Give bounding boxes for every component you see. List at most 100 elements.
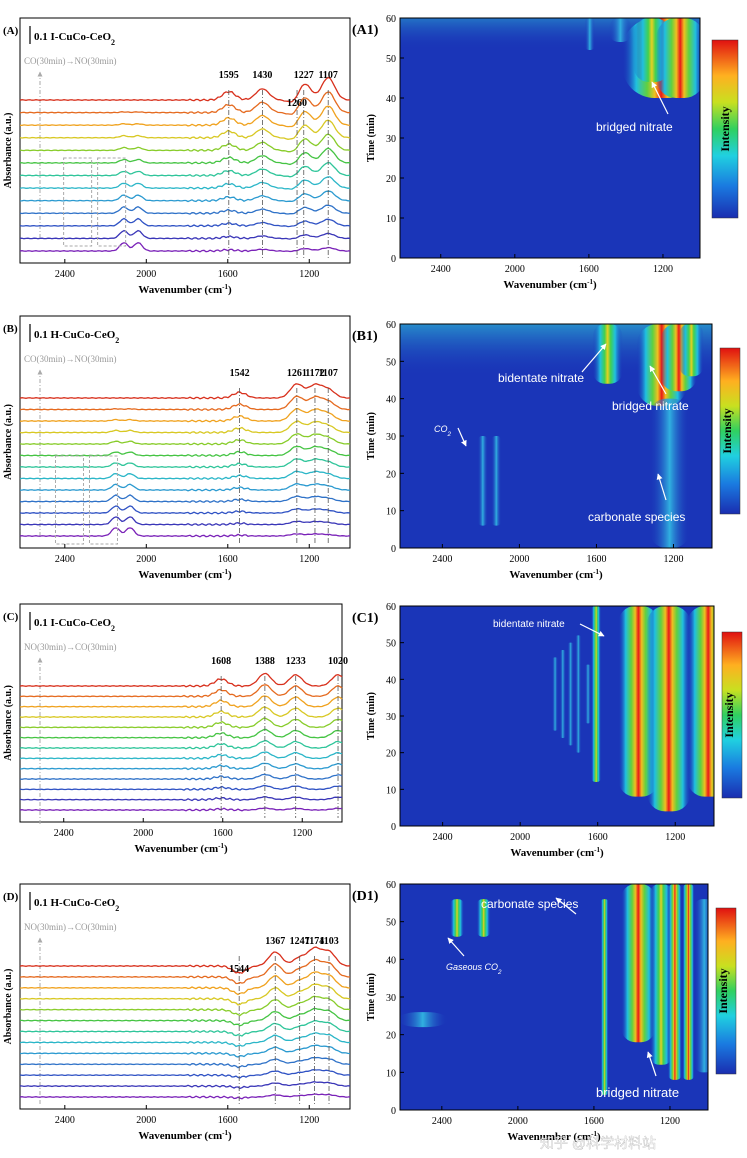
x-tick-label-2000: 2000 (510, 832, 530, 843)
sample-subscript: 2 (111, 624, 115, 633)
x-tick-label-1200: 1200 (299, 269, 319, 280)
y-tick-label-10: 10 (386, 214, 396, 225)
annotation-bridged-nitrate: bridged nitrate (596, 120, 673, 134)
annotation-co: CO2 (434, 424, 452, 438)
peak-label-1388: 1388 (255, 656, 275, 667)
colorbar (721, 631, 743, 799)
arrow-carbonate (555, 897, 577, 915)
spectrum-line-5 (19, 190, 350, 203)
arrow-carbonate (656, 473, 667, 501)
band-co2-b (491, 436, 502, 526)
spectrum-line-4 (19, 494, 351, 504)
spectrum-line-6 (19, 1032, 351, 1048)
co-band-box (88, 455, 118, 545)
spectrum-line-7 (19, 161, 351, 178)
spectra-panel-c: (C) 0.1 I-CuCo-CeO2 NO(30min)→CO(30min) 160… (3, 603, 348, 855)
spectrum-line-5 (19, 762, 343, 771)
x-tick-label-1600: 1600 (579, 264, 599, 275)
y-axis-label: Absorbance (a.u.) (3, 685, 14, 761)
x-label-main: Wavenumber (cm (509, 569, 593, 581)
y-tick-label-50: 50 (386, 357, 396, 368)
y-tick-label-60: 60 (386, 14, 396, 25)
spectrum-line-2 (19, 796, 343, 802)
annotation-bidentate-nitrate: bidentate nitrate (498, 371, 584, 385)
x-label-end: ) (597, 1131, 601, 1143)
x-tick-label-2400: 2400 (55, 269, 75, 280)
x-label-sup: -1 (222, 1129, 228, 1137)
x-label-main: Wavenumber (cm (138, 284, 222, 296)
band-1247 (650, 884, 673, 1065)
x-label-main: Wavenumber (cm (503, 279, 587, 291)
spectrum-line-10 (19, 706, 343, 719)
panel-label: (D) (3, 891, 19, 903)
spectrum-line-10 (19, 983, 351, 1006)
spectrum-line-2 (19, 516, 351, 527)
y-tick-label-10: 10 (386, 1068, 396, 1079)
band-1367 (621, 884, 656, 1043)
colorbar (711, 39, 739, 219)
x-tick-label-2000: 2000 (133, 828, 153, 839)
spectrum-line-8 (20, 728, 343, 740)
x-tick-label-1200: 1200 (299, 554, 319, 565)
band-gaseous-co2-a (450, 899, 465, 937)
x-label-end: ) (600, 847, 604, 859)
spectrum-line-1 (19, 1093, 351, 1100)
band-1107 (679, 324, 704, 377)
y-axis-label: Time (min) (366, 692, 377, 740)
band-weak-1820 (552, 657, 559, 731)
y-tick-label-40: 40 (386, 955, 396, 966)
peak-label-1260: 1260 (287, 98, 307, 109)
plot-frame (19, 603, 343, 823)
spectrum-line-10 (19, 119, 351, 140)
panel-label: (D1) (352, 889, 379, 904)
x-tick-label-2000: 2000 (505, 264, 525, 275)
x-label-end: ) (228, 1130, 232, 1142)
annotation-text: CO (434, 424, 448, 434)
band-1174 (667, 884, 682, 1080)
heatmap-panel-c1: (C1) 0 10 20 30 40 50 60 2400 2000 1600 1200 Wavenum… (352, 602, 743, 859)
band-1608 (591, 606, 602, 782)
arrow-bridged-nitrate (646, 1051, 657, 1077)
annotation-sub: 2 (497, 969, 502, 976)
spectrum-line-2 (19, 229, 351, 240)
annotation-text: bridged nitrate (612, 399, 689, 413)
spectrum-line-1 (19, 242, 351, 253)
spectrum-line-12 (19, 395, 351, 412)
spectrum-line-10 (19, 420, 351, 435)
peak-label-1608: 1608 (211, 656, 231, 667)
band-1544 (600, 899, 609, 1095)
heatmap-panel-a1: (A1) 0 10 20 30 40 50 60 2400 2000 1600 1200 Wavenum… (352, 14, 739, 291)
colorbar-label: Intensity (718, 106, 732, 151)
x-label-sup: -1 (591, 1130, 597, 1138)
x-axis-label: Wavenumber (cm-1) (509, 568, 603, 581)
spectrum-line-3 (19, 784, 343, 791)
peak-label-1172: 1172 (305, 368, 324, 379)
y-axis-label: Absorbance (a.u.) (3, 404, 14, 480)
y-tick-label-30: 30 (386, 712, 396, 723)
x-tick-label-2400: 2400 (54, 828, 74, 839)
band-weak-1740 (567, 642, 574, 746)
y-tick-label-60: 60 (386, 880, 396, 891)
x-tick-label-2000: 2000 (136, 554, 156, 565)
peak-label-1107: 1107 (318, 368, 337, 379)
band-weak-1780 (559, 650, 566, 738)
band-1020 (687, 606, 714, 797)
x-axis-label: Wavenumber (cm-1) (134, 842, 228, 855)
annotation-bridged-nitrate: bridged nitrate (596, 1085, 679, 1100)
x-tick-label-2400: 2400 (55, 1115, 75, 1126)
annotation-text: Gaseous CO (446, 962, 498, 972)
sample-subscript: 2 (115, 904, 119, 913)
co-band-box-2 (54, 455, 84, 545)
co-band-box-2 (63, 157, 93, 247)
panel-label: (B) (3, 323, 18, 335)
y-tick-label-30: 30 (386, 134, 396, 145)
peak-label-1595: 1595 (219, 70, 239, 81)
y-tick-label-0: 0 (391, 254, 396, 265)
sample-name: H-CuCo-CeO (51, 329, 116, 341)
arrow-gaseous-co2 (447, 937, 465, 957)
scale-value: 0.1 (34, 329, 48, 341)
scale-value: 0.1 (34, 897, 48, 909)
heatmap-bands (400, 884, 708, 1095)
panel-label: (C1) (352, 611, 379, 626)
